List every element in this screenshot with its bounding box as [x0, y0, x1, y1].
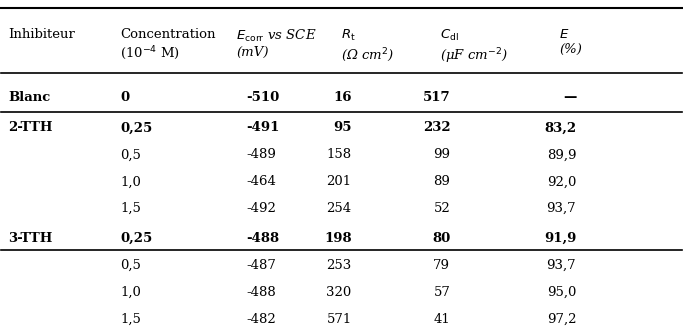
Text: 92,0: 92,0 — [547, 175, 576, 188]
Text: 232: 232 — [423, 121, 450, 134]
Text: Blanc: Blanc — [8, 92, 51, 104]
Text: 571: 571 — [326, 313, 352, 326]
Text: 0,5: 0,5 — [120, 148, 141, 161]
Text: $R_{\mathrm{t}}$
(Ω cm$^{2}$): $R_{\mathrm{t}}$ (Ω cm$^{2}$) — [342, 28, 395, 64]
Text: 198: 198 — [324, 232, 352, 245]
Text: 1,0: 1,0 — [120, 175, 141, 188]
Text: 0,25: 0,25 — [120, 232, 153, 245]
Text: 517: 517 — [423, 92, 450, 104]
Text: -492: -492 — [247, 202, 276, 215]
Text: 1,0: 1,0 — [120, 286, 141, 299]
Text: $E$
(%): $E$ (%) — [559, 28, 582, 56]
Text: 57: 57 — [434, 286, 450, 299]
Text: 0: 0 — [120, 92, 130, 104]
Text: 93,7: 93,7 — [546, 259, 576, 272]
Text: 1,5: 1,5 — [120, 313, 141, 326]
Text: -464: -464 — [247, 175, 276, 188]
Text: $C_{\mathrm{dl}}$
(μF cm$^{-2}$): $C_{\mathrm{dl}}$ (μF cm$^{-2}$) — [440, 28, 508, 66]
Text: -488: -488 — [247, 232, 279, 245]
Text: -482: -482 — [247, 313, 276, 326]
Text: 80: 80 — [432, 232, 450, 245]
Text: -491: -491 — [247, 121, 279, 134]
Text: 93,7: 93,7 — [546, 202, 576, 215]
Text: 2-TTH: 2-TTH — [8, 121, 53, 134]
Text: 52: 52 — [434, 202, 450, 215]
Text: 201: 201 — [326, 175, 352, 188]
Text: 1,5: 1,5 — [120, 202, 141, 215]
Text: Inhibiteur: Inhibiteur — [8, 28, 75, 41]
Text: 253: 253 — [326, 259, 352, 272]
Text: 95,0: 95,0 — [547, 286, 576, 299]
Text: 0,5: 0,5 — [120, 259, 141, 272]
Text: 0,25: 0,25 — [120, 121, 153, 134]
Text: 83,2: 83,2 — [544, 121, 576, 134]
Text: -488: -488 — [247, 286, 276, 299]
Text: -510: -510 — [247, 92, 279, 104]
Text: 89,9: 89,9 — [546, 148, 576, 161]
Text: 158: 158 — [326, 148, 352, 161]
Text: -487: -487 — [247, 259, 276, 272]
Text: 97,2: 97,2 — [546, 313, 576, 326]
Text: 99: 99 — [433, 148, 450, 161]
Text: 16: 16 — [333, 92, 352, 104]
Text: 95: 95 — [333, 121, 352, 134]
Text: 89: 89 — [434, 175, 450, 188]
Text: —: — — [563, 92, 576, 104]
Text: Concentration
(10$^{-4}$ M): Concentration (10$^{-4}$ M) — [120, 28, 216, 61]
Text: 3-TTH: 3-TTH — [8, 232, 53, 245]
Text: 91,9: 91,9 — [544, 232, 576, 245]
Text: $E_{\mathrm{corr}}$ vs SCE
(mV): $E_{\mathrm{corr}}$ vs SCE (mV) — [236, 28, 316, 60]
Text: 41: 41 — [434, 313, 450, 326]
Text: 254: 254 — [326, 202, 352, 215]
Text: 79: 79 — [433, 259, 450, 272]
Text: 320: 320 — [326, 286, 352, 299]
Text: -489: -489 — [247, 148, 276, 161]
